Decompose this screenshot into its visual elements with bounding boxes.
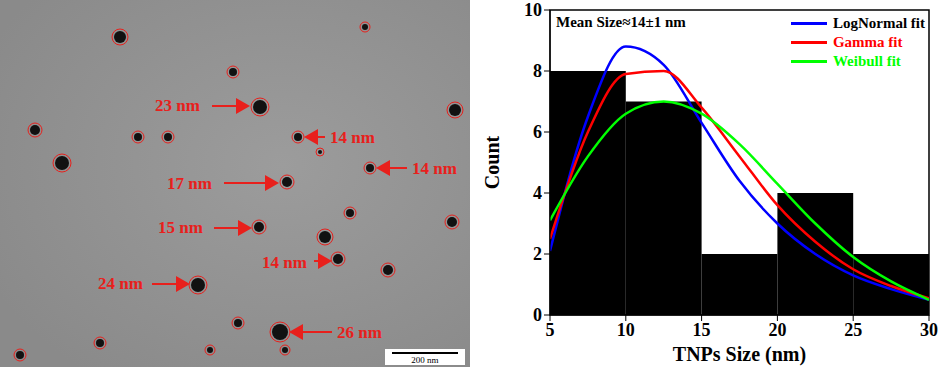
html-text:Weibull fit: Weibull fit bbox=[832, 53, 901, 69]
svg-text:4: 4 bbox=[533, 183, 542, 203]
svg-text:5: 5 bbox=[546, 320, 555, 340]
svg-text:15 nm: 15 nm bbox=[158, 218, 203, 237]
svg-text:30: 30 bbox=[920, 320, 938, 340]
svg-text:6: 6 bbox=[533, 122, 542, 142]
svg-text:14 nm: 14 nm bbox=[262, 253, 307, 272]
svg-text:0: 0 bbox=[533, 305, 542, 325]
svg-text:20: 20 bbox=[768, 320, 786, 340]
svg-text:14 nm: 14 nm bbox=[412, 159, 457, 178]
svg-text:10: 10 bbox=[524, 0, 542, 20]
svg-text:2: 2 bbox=[533, 244, 542, 264]
svg-text:23 nm: 23 nm bbox=[155, 96, 200, 115]
svg-text:25: 25 bbox=[844, 320, 862, 340]
svg-text:24 nm: 24 nm bbox=[98, 274, 143, 293]
svg-text:8: 8 bbox=[533, 61, 542, 81]
html-text:Mean Size≈14±1 nm: Mean Size≈14±1 nm bbox=[556, 14, 686, 30]
svg-text:14 nm: 14 nm bbox=[330, 128, 375, 147]
svg-text:200 nm: 200 nm bbox=[411, 355, 438, 365]
svg-text:26 nm: 26 nm bbox=[337, 323, 382, 342]
svg-text:17 nm: 17 nm bbox=[167, 174, 212, 193]
svg-text:Count: Count bbox=[481, 135, 503, 189]
html-text:LogNormal fit: LogNormal fit bbox=[832, 15, 925, 31]
svg-text:10: 10 bbox=[617, 320, 635, 340]
html-text:Gamma fit: Gamma fit bbox=[832, 34, 903, 50]
svg-text:15: 15 bbox=[693, 320, 711, 340]
svg-text:TNPs Size (nm): TNPs Size (nm) bbox=[673, 343, 806, 366]
